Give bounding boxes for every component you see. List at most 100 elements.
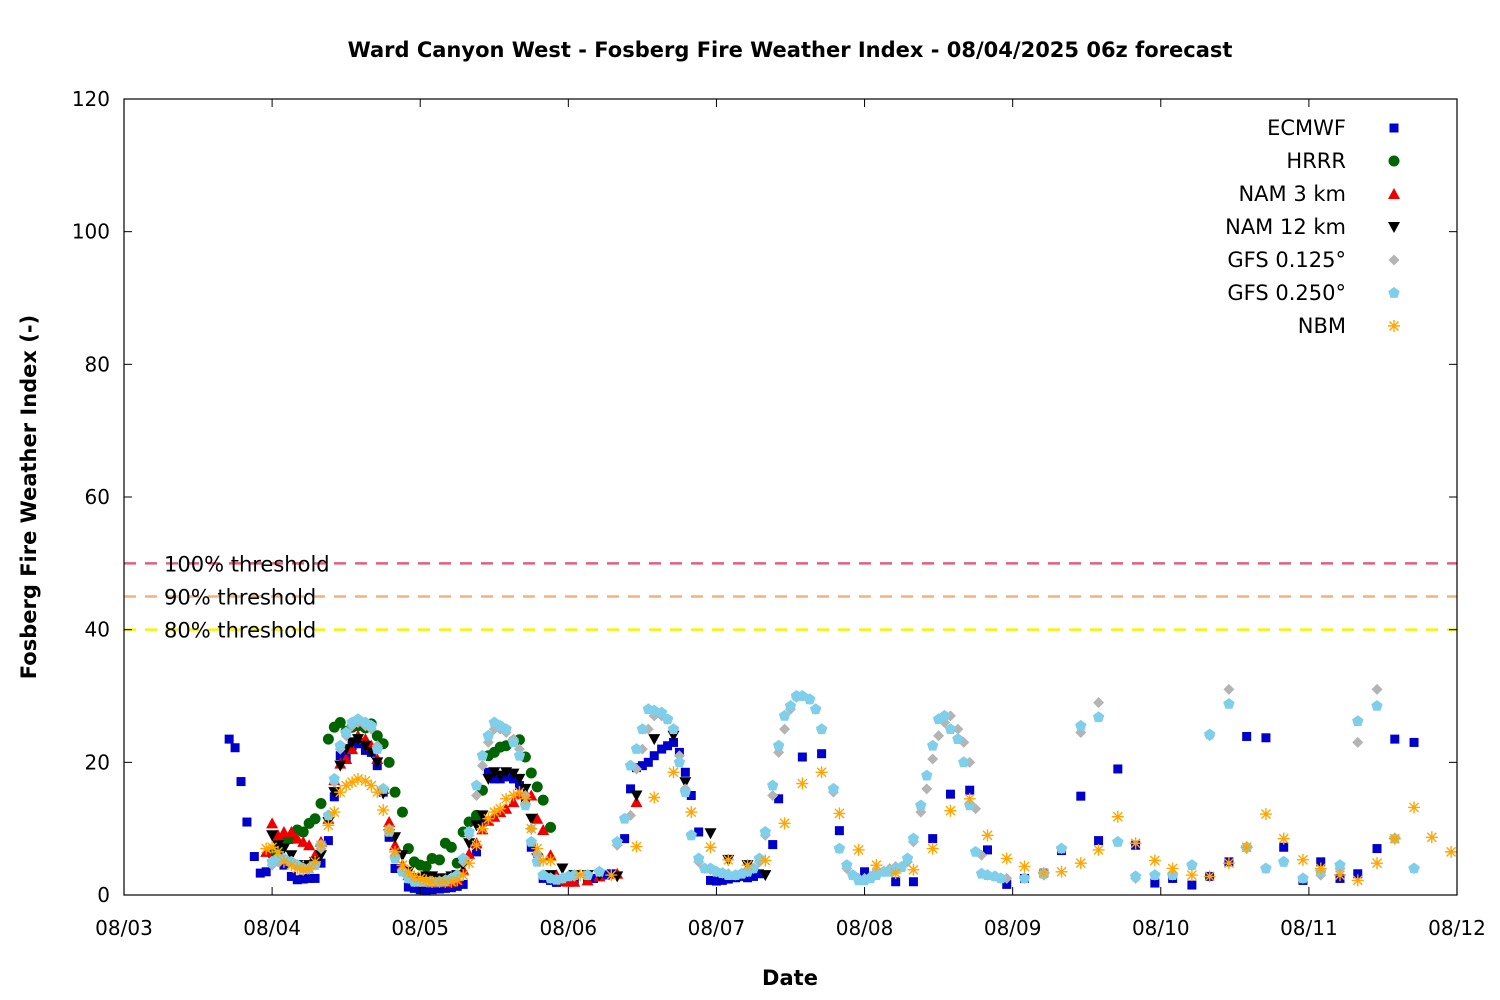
data-point-gfs-0-125 bbox=[952, 723, 964, 735]
data-point-gfs-0-250 bbox=[1278, 855, 1290, 867]
threshold-lines: 100% threshold 90% threshold 80% threshold bbox=[124, 552, 1457, 643]
data-point-gfs-0-250 bbox=[476, 749, 489, 761]
data-point-nam-12-km bbox=[371, 757, 384, 769]
data-point-gfs-0-250 bbox=[463, 826, 475, 837]
data-point-nbm bbox=[1018, 860, 1031, 873]
data-point-ecmwf bbox=[620, 834, 630, 844]
data-point-gfs-0-250 bbox=[1075, 719, 1087, 731]
data-point-nbm bbox=[796, 777, 809, 790]
data-point-ecmwf bbox=[1353, 869, 1363, 879]
data-point-gfs-0-250 bbox=[1092, 711, 1105, 723]
data-point-nam-3-km bbox=[630, 796, 643, 808]
axis-ticks: 08/03 08/04 08/05 08/06 08/07 08/08 08/09 08/10… bbox=[72, 87, 1486, 940]
data-point-nam-12-km bbox=[679, 777, 692, 789]
data-point-nbm bbox=[414, 872, 427, 885]
data-point-gfs-0-250 bbox=[673, 756, 686, 768]
data-point-gfs-0-250 bbox=[1112, 835, 1124, 847]
data-point-gfs-0-250 bbox=[938, 709, 951, 721]
data-point-ecmwf bbox=[403, 882, 413, 892]
data-point-ecmwf bbox=[797, 752, 807, 762]
data-point-ecmwf bbox=[694, 827, 704, 837]
legend-item-nam-3-km: NAM 3 km bbox=[1238, 182, 1400, 206]
chart-title: Ward Canyon West - Fosberg Fire Weather … bbox=[348, 38, 1233, 62]
data-point-ecmwf bbox=[1372, 844, 1382, 854]
data-point-hrrr bbox=[433, 854, 445, 866]
data-point-gfs-0-250 bbox=[377, 782, 389, 794]
x-tick-label: 08/04 bbox=[243, 916, 301, 940]
data-point-nbm bbox=[963, 792, 976, 805]
data-point-gfs-0-125 bbox=[1352, 736, 1364, 748]
data-point-nbm bbox=[340, 779, 353, 792]
data-point-nbm bbox=[685, 806, 698, 819]
data-point-gfs-0-250 bbox=[827, 782, 840, 794]
data-point-nbm bbox=[334, 786, 347, 799]
data-point-gfs-0-250 bbox=[531, 855, 543, 867]
data-point-nam-12-km bbox=[488, 767, 501, 779]
data-point-nbm bbox=[488, 806, 501, 819]
data-point-gfs-0-250 bbox=[901, 852, 914, 864]
data-point-nam-12-km bbox=[314, 850, 327, 862]
data-point-ecmwf bbox=[323, 836, 333, 846]
data-point-nbm bbox=[1092, 843, 1105, 856]
data-point-nam-3-km bbox=[291, 832, 304, 844]
data-point-gfs-0-250 bbox=[995, 872, 1007, 884]
data-point-hrrr bbox=[297, 826, 309, 838]
data-point-gfs-0-125 bbox=[471, 790, 483, 801]
data-point-nam-12-km bbox=[476, 810, 489, 822]
data-point-hrrr bbox=[383, 756, 395, 768]
data-point-nam-12-km bbox=[704, 828, 717, 840]
legend-item-gfs-0-125: GFS 0.125° bbox=[1227, 248, 1400, 272]
data-point-nam-12-km bbox=[470, 820, 483, 832]
data-point-gfs-0-250 bbox=[624, 759, 637, 771]
data-point-ecmwf bbox=[514, 781, 524, 791]
data-point-ecmwf bbox=[316, 858, 326, 868]
data-point-ecmwf bbox=[472, 847, 482, 857]
data-point-nbm bbox=[365, 779, 378, 792]
y-axis-label: Fosberg Fire Weather Index (-) bbox=[17, 315, 41, 679]
data-point-ecmwf bbox=[1113, 764, 1123, 774]
data-point-nbm bbox=[470, 839, 483, 852]
legend-item-nam-12-km: NAM 12 km bbox=[1225, 215, 1400, 239]
data-point-gfs-0-250 bbox=[784, 700, 797, 711]
data-point-gfs-0-250 bbox=[630, 743, 643, 754]
data-point-ecmwf bbox=[434, 884, 444, 894]
data-point-nbm bbox=[507, 789, 520, 802]
data-point-nbm bbox=[741, 859, 754, 872]
data-point-nam-12-km bbox=[759, 870, 772, 882]
data-point-ecmwf bbox=[292, 875, 302, 885]
data-point-ecmwf bbox=[409, 883, 419, 893]
data-point-gfs-0-125 bbox=[927, 753, 939, 765]
data-point-nbm bbox=[426, 875, 439, 888]
data-point-gfs-0-250 bbox=[1129, 870, 1142, 882]
data-point-nam-12-km bbox=[396, 850, 409, 862]
data-point-nbm bbox=[420, 874, 433, 887]
data-point-nbm bbox=[605, 869, 618, 882]
x-tick-label: 08/05 bbox=[391, 916, 449, 940]
data-point-gfs-0-125 bbox=[1093, 697, 1105, 709]
data-point-nbm bbox=[260, 842, 273, 855]
data-point-gfs-0-250 bbox=[1186, 859, 1198, 870]
data-point-nbm bbox=[926, 842, 939, 855]
data-point-gfs-0-250 bbox=[470, 779, 483, 791]
data-point-nbm bbox=[408, 870, 421, 883]
data-point-ecmwf bbox=[298, 874, 308, 884]
data-point-nbm bbox=[303, 862, 316, 875]
data-point-nbm bbox=[1388, 832, 1401, 845]
legend-marker-gfs-0-250 bbox=[1388, 287, 1400, 298]
data-point-gfs-0-250 bbox=[1408, 862, 1420, 874]
y-tick-label: 100 bbox=[72, 220, 110, 244]
y-tick-label: 0 bbox=[97, 883, 110, 907]
y-tick-label: 60 bbox=[85, 485, 110, 509]
data-point-ecmwf bbox=[1150, 878, 1160, 888]
data-point-nbm bbox=[277, 855, 290, 868]
legend-item-ecmwf: ECMWF bbox=[1267, 116, 1399, 140]
data-point-nbm bbox=[1055, 865, 1068, 878]
data-point-nbm bbox=[272, 845, 285, 858]
data-point-nbm bbox=[944, 804, 957, 817]
data-point-gfs-0-250 bbox=[921, 769, 933, 781]
legend-label: NAM 3 km bbox=[1238, 182, 1346, 206]
legend-label: ECMWF bbox=[1267, 116, 1346, 140]
data-point-nbm bbox=[525, 822, 538, 835]
data-point-ecmwf bbox=[1409, 737, 1419, 747]
data-point-ecmwf bbox=[304, 873, 314, 883]
